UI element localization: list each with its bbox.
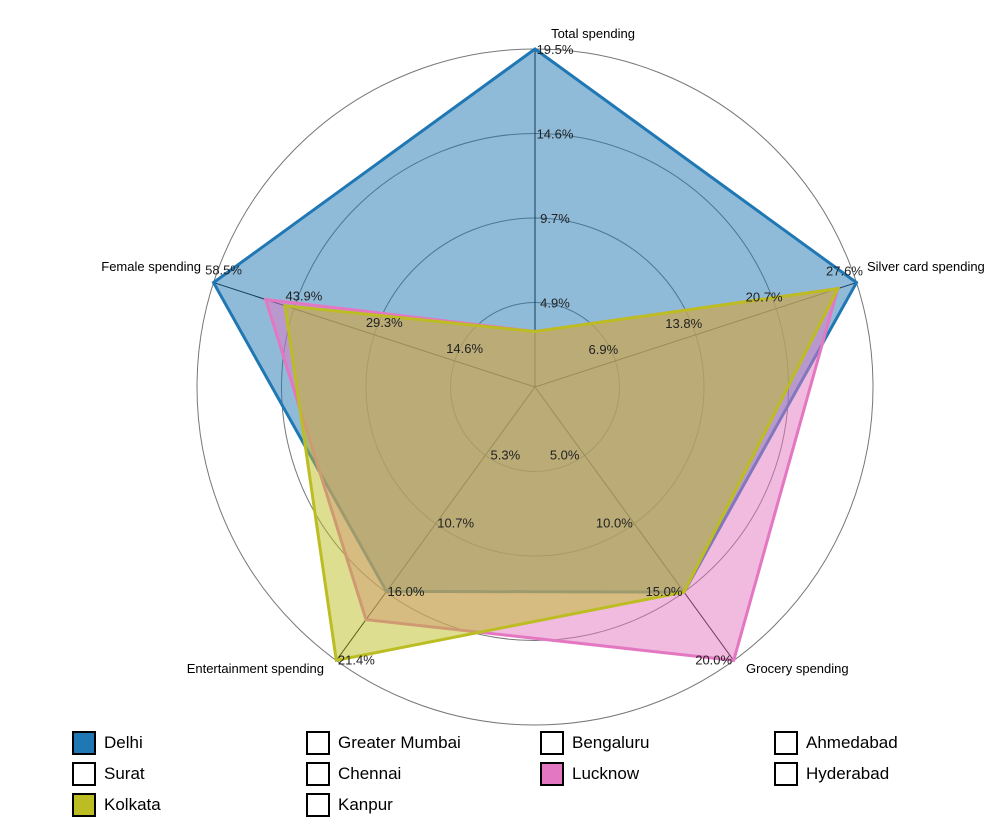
legend-item-kolkata[interactable]: Kolkata xyxy=(72,791,161,819)
tick-label: 16.0% xyxy=(388,584,425,599)
tick-label: 4.9% xyxy=(540,296,570,311)
tick-label: 15.0% xyxy=(646,584,683,599)
tick-label: 29.3% xyxy=(366,315,403,330)
axis-label: Female spending xyxy=(101,259,201,274)
legend-item-surat[interactable]: Surat xyxy=(72,760,145,788)
axis-label: Total spending xyxy=(551,26,635,41)
legend-swatch xyxy=(306,762,330,786)
legend-swatch xyxy=(72,793,96,817)
tick-label: 14.6% xyxy=(537,127,574,142)
tick-label: 5.0% xyxy=(550,447,580,462)
legend-swatch xyxy=(540,731,564,755)
legend-item-kanpur[interactable]: Kanpur xyxy=(306,791,393,819)
tick-label: 58.5% xyxy=(205,263,242,278)
tick-label: 19.5% xyxy=(537,42,574,57)
tick-label: 14.6% xyxy=(446,341,483,356)
legend-item-hyderabad[interactable]: Hyderabad xyxy=(774,760,889,788)
tick-label: 9.7% xyxy=(540,211,570,226)
legend: Delhi Surat Kolkata Greater Mumbai Chenn… xyxy=(72,729,1007,829)
legend-label: Kanpur xyxy=(338,795,393,814)
tick-label: 27.6% xyxy=(826,264,863,279)
legend-label: Delhi xyxy=(104,733,143,752)
legend-label: Surat xyxy=(104,764,145,783)
tick-label: 5.3% xyxy=(491,447,521,462)
legend-item-bengaluru[interactable]: Bengaluru xyxy=(540,729,650,757)
legend-label: Hyderabad xyxy=(806,764,890,783)
legend-swatch xyxy=(774,731,798,755)
legend-label: Chennai xyxy=(338,764,402,783)
legend-swatch xyxy=(72,762,96,786)
legend-item-lucknow[interactable]: Lucknow xyxy=(540,760,639,788)
legend-swatch xyxy=(306,731,330,755)
axis-label: Silver card spending xyxy=(867,259,985,274)
tick-label: 6.9% xyxy=(589,342,619,357)
tick-label: 10.7% xyxy=(437,516,474,531)
legend-label: Greater Mumbai xyxy=(338,733,461,752)
legend-label: Ahmedabad xyxy=(806,733,898,752)
legend-item-ahmedabad[interactable]: Ahmedabad xyxy=(774,729,898,757)
legend-swatch xyxy=(306,793,330,817)
legend-label: Bengaluru xyxy=(572,733,650,752)
series-kolkata-polygon xyxy=(283,286,841,663)
tick-label: 10.0% xyxy=(596,516,633,531)
legend-item-delhi[interactable]: Delhi xyxy=(72,729,143,757)
tick-label: 13.8% xyxy=(665,316,702,331)
tick-label: 20.0% xyxy=(695,652,732,667)
legend-label: Lucknow xyxy=(572,764,640,783)
legend-label: Kolkata xyxy=(104,795,161,814)
legend-item-chennai[interactable]: Chennai xyxy=(306,760,401,788)
legend-swatch xyxy=(540,762,564,786)
legend-swatch xyxy=(72,731,96,755)
legend-swatch xyxy=(774,762,798,786)
tick-label: 20.7% xyxy=(746,290,783,305)
legend-item-greater-mumbai[interactable]: Greater Mumbai xyxy=(306,729,461,757)
tick-label: 21.4% xyxy=(338,652,375,667)
axis-label: Entertainment spending xyxy=(187,661,324,676)
tick-label: 43.9% xyxy=(285,289,322,304)
axis-label: Grocery spending xyxy=(746,661,849,676)
